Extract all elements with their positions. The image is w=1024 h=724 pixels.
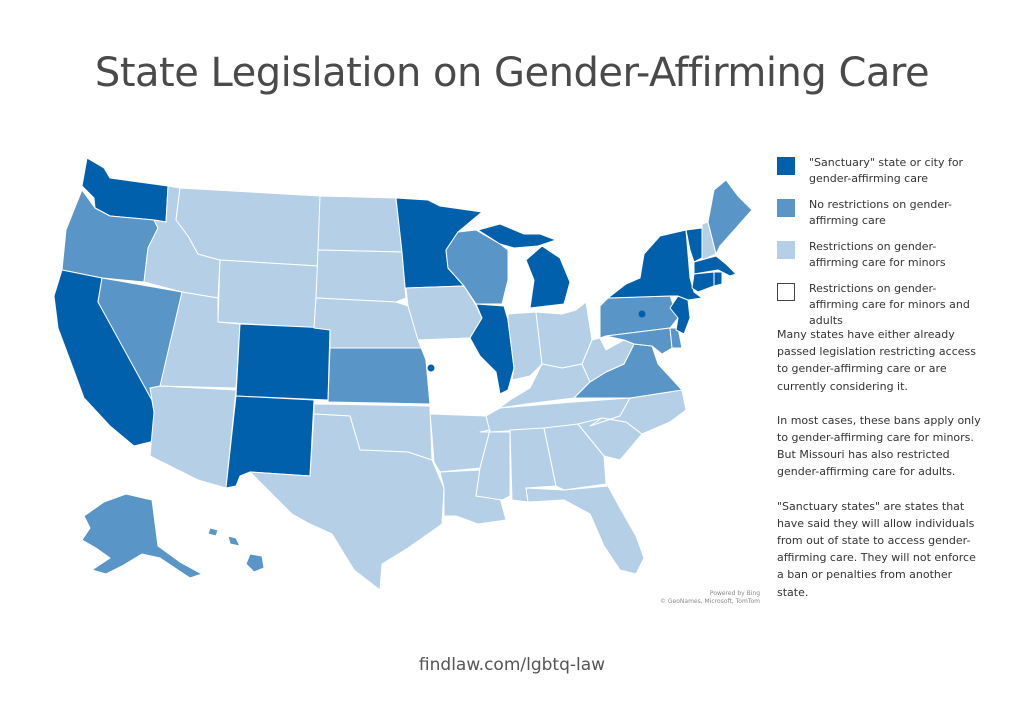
state-vt bbox=[685, 227, 703, 263]
state-de bbox=[669, 327, 683, 349]
page-title: State Legislation on Gender-Affirming Ca… bbox=[94, 50, 930, 96]
state-ny bbox=[607, 229, 703, 301]
map-legend: "Sanctuary" state or city for gender-aff… bbox=[777, 155, 982, 339]
legend-label: "Sanctuary" state or city for gender-aff… bbox=[809, 156, 964, 185]
legend-swatch bbox=[777, 199, 795, 217]
legend-swatch bbox=[777, 157, 795, 175]
source-url: findlaw.com/lgbtq-law bbox=[418, 655, 606, 675]
state-fl bbox=[525, 485, 645, 575]
state-ak bbox=[81, 493, 203, 579]
explanatory-notes: Many states have either already passed l… bbox=[777, 326, 982, 618]
state-hi-3 bbox=[207, 527, 219, 537]
state-oh bbox=[535, 301, 593, 369]
legend-item-restrictions-all: Restrictions on gender-affirming care fo… bbox=[777, 281, 982, 329]
state-nj bbox=[669, 295, 691, 335]
state-ri bbox=[713, 271, 723, 287]
state-hi bbox=[245, 553, 265, 573]
state-ct bbox=[691, 271, 715, 293]
legend-label: Restrictions on gender-affirming care fo… bbox=[809, 282, 970, 327]
legend-item-no-restrictions: No restrictions on gender-affirming care bbox=[777, 197, 982, 229]
state-me bbox=[707, 179, 753, 255]
state-mi-up bbox=[477, 223, 557, 249]
state-tx bbox=[249, 413, 445, 591]
state-wy bbox=[217, 259, 319, 329]
state-az bbox=[149, 385, 237, 489]
state-mi bbox=[525, 245, 571, 309]
state-co bbox=[235, 323, 331, 401]
map-credit-powered: Powered by Bing bbox=[709, 590, 760, 597]
us-map: Powered by Bing © GeoNames, Microsoft, T… bbox=[30, 150, 760, 605]
state-nd bbox=[317, 195, 403, 253]
sanctuary-city-marker bbox=[638, 310, 646, 318]
sanctuary-city-marker bbox=[427, 364, 435, 372]
legend-swatch bbox=[777, 283, 795, 301]
state-sd bbox=[315, 249, 407, 303]
legend-item-restrictions-minors: Restrictions on gender-affirming care fo… bbox=[777, 239, 982, 271]
state-ks bbox=[327, 347, 431, 405]
note-paragraph: In most cases, these bans apply only to … bbox=[777, 413, 981, 479]
note-paragraph: "Sanctuary states" are states that have … bbox=[777, 499, 976, 599]
state-nc bbox=[589, 389, 687, 435]
state-mt bbox=[175, 187, 321, 267]
state-il bbox=[469, 303, 515, 395]
legend-swatch bbox=[777, 241, 795, 259]
state-ne bbox=[313, 297, 423, 349]
legend-label: No restrictions on gender-affirming care bbox=[809, 198, 952, 227]
state-wi bbox=[445, 229, 509, 305]
map-credit-sources: © GeoNames, Microsoft, TomTom bbox=[659, 598, 760, 605]
state-hi-2 bbox=[227, 535, 241, 547]
note-paragraph: Many states have either already passed l… bbox=[777, 328, 976, 393]
state-nm bbox=[225, 395, 315, 489]
legend-label: Restrictions on gender-affirming care fo… bbox=[809, 240, 946, 269]
legend-item-sanctuary: "Sanctuary" state or city for gender-aff… bbox=[777, 155, 982, 187]
